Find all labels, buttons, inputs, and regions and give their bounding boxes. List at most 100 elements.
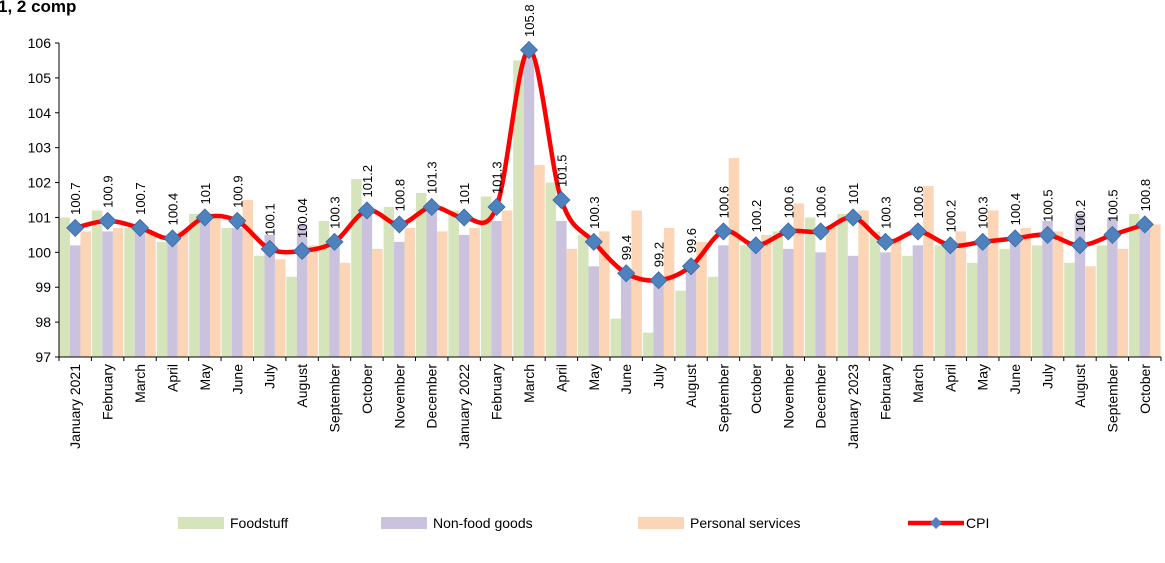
bar-non-food-goods-22 xyxy=(783,248,794,357)
bar-personal-services-6 xyxy=(274,259,286,357)
chart-title-fragment: 1, 2 comp xyxy=(0,0,76,16)
bar-non-food-goods-25 xyxy=(880,252,891,357)
bar-non-food-goods-23 xyxy=(815,252,826,357)
cpi-data-label-28: 100.3 xyxy=(976,196,991,229)
bar-personal-services-30 xyxy=(1052,231,1064,357)
x-tick-label-29: June xyxy=(1007,364,1023,395)
bar-foodstuff-26 xyxy=(902,255,913,357)
cpi-data-label-27: 100.2 xyxy=(943,200,958,233)
cpi-marker-15 xyxy=(552,190,571,210)
legend-swatch-personal-services xyxy=(638,517,684,529)
bar-non-food-goods-31 xyxy=(1074,213,1086,357)
cpi-data-label-30: 100.5 xyxy=(1041,189,1056,222)
bar-non-food-goods-14 xyxy=(523,46,535,357)
x-tick-label-16: May xyxy=(586,364,602,390)
y-tick-label-100: 100 xyxy=(28,244,52,260)
bar-personal-services-13 xyxy=(501,210,513,357)
bar-foodstuff-28 xyxy=(966,262,978,357)
x-tick-label-32: September xyxy=(1104,364,1120,433)
bar-non-food-goods-26 xyxy=(912,245,924,357)
cpi-data-label-23: 100.6 xyxy=(814,186,829,219)
bar-foodstuff-18 xyxy=(642,332,654,357)
bar-non-food-goods-4 xyxy=(199,220,211,357)
cpi-data-label-13: 101.3 xyxy=(490,161,505,194)
bar-non-food-goods-3 xyxy=(167,241,178,357)
cpi-data-label-17: 99.4 xyxy=(619,235,634,260)
bar-foodstuff-2 xyxy=(124,227,135,357)
bar-personal-services-11 xyxy=(436,231,448,357)
y-tick-label-97: 97 xyxy=(35,349,51,365)
cpi-marker-0 xyxy=(66,218,85,237)
cpi-data-label-20: 100.6 xyxy=(716,186,731,219)
legend-label-cpi: CPI xyxy=(966,515,989,531)
cpi-marker-16 xyxy=(584,232,603,251)
x-tick-label-19: August xyxy=(683,364,699,408)
cpi-data-label-4: 101 xyxy=(198,183,213,205)
cpi-marker-5 xyxy=(228,211,247,230)
bar-foodstuff-32 xyxy=(1096,245,1108,357)
bar-foodstuff-9 xyxy=(351,179,362,357)
bar-foodstuff-6 xyxy=(253,255,265,357)
bar-foodstuff-23 xyxy=(804,217,816,357)
cpi-data-label-19: 99.6 xyxy=(684,228,699,253)
bar-non-food-goods-18 xyxy=(653,276,664,357)
cpi-data-label-21: 100.2 xyxy=(749,200,764,233)
y-tick-label-104: 104 xyxy=(28,105,52,121)
bar-personal-services-1 xyxy=(112,227,124,357)
bar-personal-services-26 xyxy=(923,186,934,357)
cpi-marker-1 xyxy=(98,211,117,230)
cpi-marker-13 xyxy=(487,197,506,217)
cpi-marker-25 xyxy=(876,232,895,251)
cpi-data-label-2: 100.7 xyxy=(133,182,148,215)
x-tick-label-18: July xyxy=(651,364,667,389)
axes-layer: 97 98 99 100 101 102 103 104 105 106 January 2021 F… xyxy=(28,35,1162,449)
bar-foodstuff-4 xyxy=(189,213,200,357)
bar-non-food-goods-30 xyxy=(1042,220,1053,357)
cpi-data-label-22: 100.6 xyxy=(781,186,796,219)
cpi-data-label-16: 100.3 xyxy=(587,196,602,229)
legend: Foodstuff Non-food goods Personal services… xyxy=(178,515,989,531)
cpi-data-label-5: 100.9 xyxy=(230,175,245,208)
bar-personal-services-25 xyxy=(890,238,902,357)
cpi-data-label-26: 100.6 xyxy=(911,186,926,219)
bar-personal-services-7 xyxy=(307,245,318,357)
bar-personal-services-27 xyxy=(955,231,967,357)
bar-foodstuff-14 xyxy=(513,60,524,357)
legend-label-personal-services: Personal services xyxy=(690,515,801,531)
bar-personal-services-17 xyxy=(631,210,642,357)
cpi-marker-19 xyxy=(681,257,701,276)
bar-non-food-goods-11 xyxy=(426,210,437,357)
legend-label-foodstuff: Foodstuff xyxy=(230,515,288,531)
bar-personal-services-9 xyxy=(372,248,383,357)
bar-non-food-goods-2 xyxy=(134,231,146,357)
bar-foodstuff-12 xyxy=(448,210,459,357)
bar-non-food-goods-15 xyxy=(556,220,567,357)
bar-foodstuff-22 xyxy=(772,231,784,357)
bar-non-food-goods-8 xyxy=(329,241,340,357)
bar-non-food-goods-33 xyxy=(1139,220,1151,357)
cpi-marker-11 xyxy=(422,197,441,217)
bar-foodstuff-33 xyxy=(1129,213,1140,357)
y-tick-label-98: 98 xyxy=(35,314,51,330)
bar-non-food-goods-24 xyxy=(847,255,859,357)
x-tick-label-13: February xyxy=(489,364,505,420)
cpi-data-label-24: 101 xyxy=(846,183,861,205)
bar-non-food-goods-21 xyxy=(750,245,762,357)
cpi-data-label-31: 100.2 xyxy=(1073,200,1088,233)
bar-foodstuff-8 xyxy=(318,220,330,357)
bar-foodstuff-0 xyxy=(59,217,70,357)
cpi-marker-27 xyxy=(941,236,960,255)
bar-personal-services-14 xyxy=(534,165,545,357)
bar-personal-services-28 xyxy=(987,210,999,357)
x-tick-label-11: December xyxy=(424,364,440,429)
cpi-marker-26 xyxy=(908,222,927,241)
bar-non-food-goods-28 xyxy=(977,241,988,357)
cpi-marker-21 xyxy=(746,236,765,255)
x-tick-label-23: December xyxy=(813,364,829,429)
bar-personal-services-18 xyxy=(663,227,675,357)
cpi-marker-18 xyxy=(649,271,668,290)
data-labels-layer: 100.7 100.9 100.7 100.4 101 100.9 100.1 100.04 1… xyxy=(68,4,1153,267)
bar-personal-services-23 xyxy=(825,227,837,357)
bar-personal-services-2 xyxy=(145,231,156,357)
